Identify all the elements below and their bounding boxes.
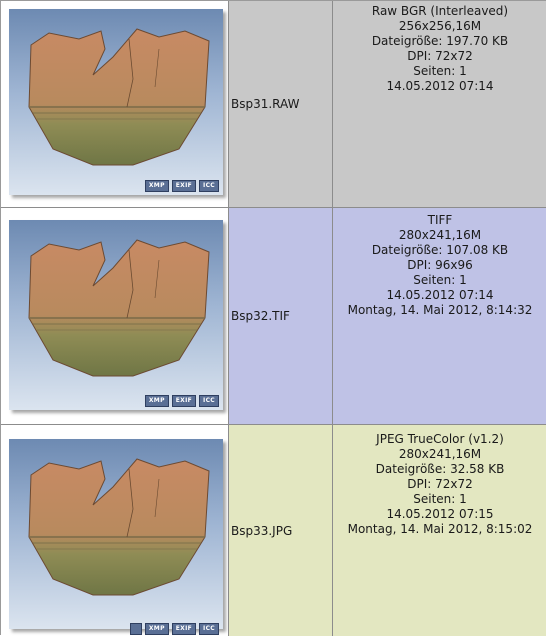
file-size-text: Dateigröße: 107.08 KB xyxy=(371,243,509,257)
thumbnail-image[interactable]: XMP EXIF ICC xyxy=(9,220,223,410)
filename-cell[interactable]: Bsp32.TIF xyxy=(229,208,333,424)
thumbnail-cell[interactable]: XMP EXIF ICC xyxy=(1,1,229,207)
dimensions-text: 256x256,16M xyxy=(398,19,482,33)
metadata-badges: XMP EXIF ICC xyxy=(144,180,219,192)
modified-date-text: 14.05.2012 07:14 xyxy=(386,288,494,302)
filename-label: Bsp33.JPG xyxy=(231,523,293,538)
exif-date-text: Montag, 14. Mai 2012, 8:14:32 xyxy=(347,303,533,317)
xmp-badge[interactable]: XMP xyxy=(144,623,169,635)
thumbnail-image[interactable]: XMP EXIF ICC xyxy=(9,439,223,635)
modified-date-text: 14.05.2012 07:15 xyxy=(386,507,494,521)
dimensions-text: 280x241,16M xyxy=(398,228,482,242)
dpi-text: DPI: 96x96 xyxy=(407,258,473,272)
file-info-cell[interactable]: Raw BGR (Interleaved) 256x256,16M Dateig… xyxy=(333,1,546,207)
exif-badge[interactable]: EXIF xyxy=(171,395,197,407)
pottery-vessel-image xyxy=(28,239,210,377)
filename-cell[interactable]: Bsp33.JPG xyxy=(229,425,333,636)
file-format-text: TIFF xyxy=(427,213,453,227)
blank-badge xyxy=(129,623,142,635)
pages-text: Seiten: 1 xyxy=(413,64,467,78)
list-item[interactable]: XMP EXIF ICC Bsp31.RAW Raw BGR (Interlea… xyxy=(1,1,546,208)
icc-badge[interactable]: ICC xyxy=(199,180,219,192)
file-info-cell[interactable]: TIFF 280x241,16M Dateigröße: 107.08 KB D… xyxy=(333,208,546,424)
file-size-text: Dateigröße: 32.58 KB xyxy=(375,462,505,476)
file-format-text: Raw BGR (Interleaved) xyxy=(371,4,509,18)
icc-badge[interactable]: ICC xyxy=(199,623,219,635)
modified-date-text: 14.05.2012 07:14 xyxy=(386,79,494,93)
thumbnail-image[interactable]: XMP EXIF ICC xyxy=(9,9,223,195)
exif-badge[interactable]: EXIF xyxy=(171,623,197,635)
dpi-text: DPI: 72x72 xyxy=(407,477,473,491)
list-item[interactable]: XMP EXIF ICC Bsp33.JPG JPEG TrueColor (v… xyxy=(1,425,546,636)
dimensions-text: 280x241,16M xyxy=(398,447,482,461)
thumbnail-cell[interactable]: XMP EXIF ICC xyxy=(1,208,229,424)
filename-cell[interactable]: Bsp31.RAW xyxy=(229,1,333,207)
filename-label: Bsp32.TIF xyxy=(231,309,290,323)
pottery-vessel-image xyxy=(28,28,210,166)
filename-label: Bsp31.RAW xyxy=(231,97,300,111)
metadata-badges: XMP EXIF ICC xyxy=(144,395,219,407)
file-size-text: Dateigröße: 197.70 KB xyxy=(371,34,509,48)
metadata-badges: XMP EXIF ICC xyxy=(129,623,219,635)
xmp-badge[interactable]: XMP xyxy=(144,180,169,192)
dpi-text: DPI: 72x72 xyxy=(407,49,473,63)
pages-text: Seiten: 1 xyxy=(413,273,467,287)
list-item[interactable]: XMP EXIF ICC Bsp32.TIF TIFF 280x241,16M … xyxy=(1,208,546,425)
exif-date-text: Montag, 14. Mai 2012, 8:15:02 xyxy=(347,522,533,536)
thumbnail-cell[interactable]: XMP EXIF ICC xyxy=(1,425,229,636)
xmp-badge[interactable]: XMP xyxy=(144,395,169,407)
icc-badge[interactable]: ICC xyxy=(199,395,219,407)
pages-text: Seiten: 1 xyxy=(413,492,467,506)
file-info-cell[interactable]: JPEG TrueColor (v1.2) 280x241,16M Dateig… xyxy=(333,425,546,636)
file-format-text: JPEG TrueColor (v1.2) xyxy=(376,432,504,446)
exif-badge[interactable]: EXIF xyxy=(171,180,197,192)
pottery-vessel-image xyxy=(28,458,210,596)
